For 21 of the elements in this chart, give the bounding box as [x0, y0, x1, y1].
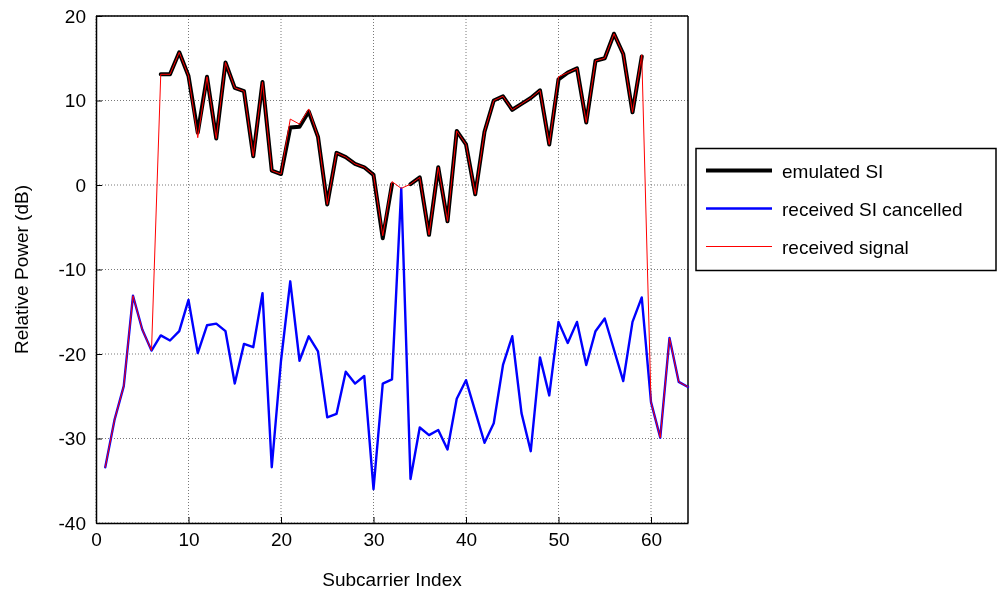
y-tick-label: -20 [58, 343, 86, 365]
x-tick-label: 10 [178, 529, 200, 551]
y-axis-title: Relative Power (dB) [11, 185, 32, 354]
legend-label: received SI cancelled [782, 198, 963, 220]
y-tick-label: -30 [58, 428, 86, 450]
x-tick-label: 30 [363, 529, 385, 551]
x-tick-label: 20 [270, 529, 293, 551]
line-series [104, 187, 690, 491]
y-tick-label: 10 [64, 90, 86, 112]
y-tick-label: -10 [58, 259, 86, 281]
x-tick-label: 0 [91, 529, 102, 551]
line-series [104, 33, 689, 468]
x-tick-label: 60 [640, 529, 663, 551]
y-tick-label: -40 [58, 512, 86, 534]
legend-label: emulated SI [782, 160, 884, 182]
y-tick-label: 20 [64, 5, 86, 27]
y-tick-label: 0 [75, 174, 86, 196]
x-axis-title: Subcarrier Index [322, 569, 463, 590]
x-tick-label: 50 [548, 529, 570, 551]
legend-label: received signal [782, 236, 909, 258]
x-tick-label: 40 [455, 529, 478, 551]
